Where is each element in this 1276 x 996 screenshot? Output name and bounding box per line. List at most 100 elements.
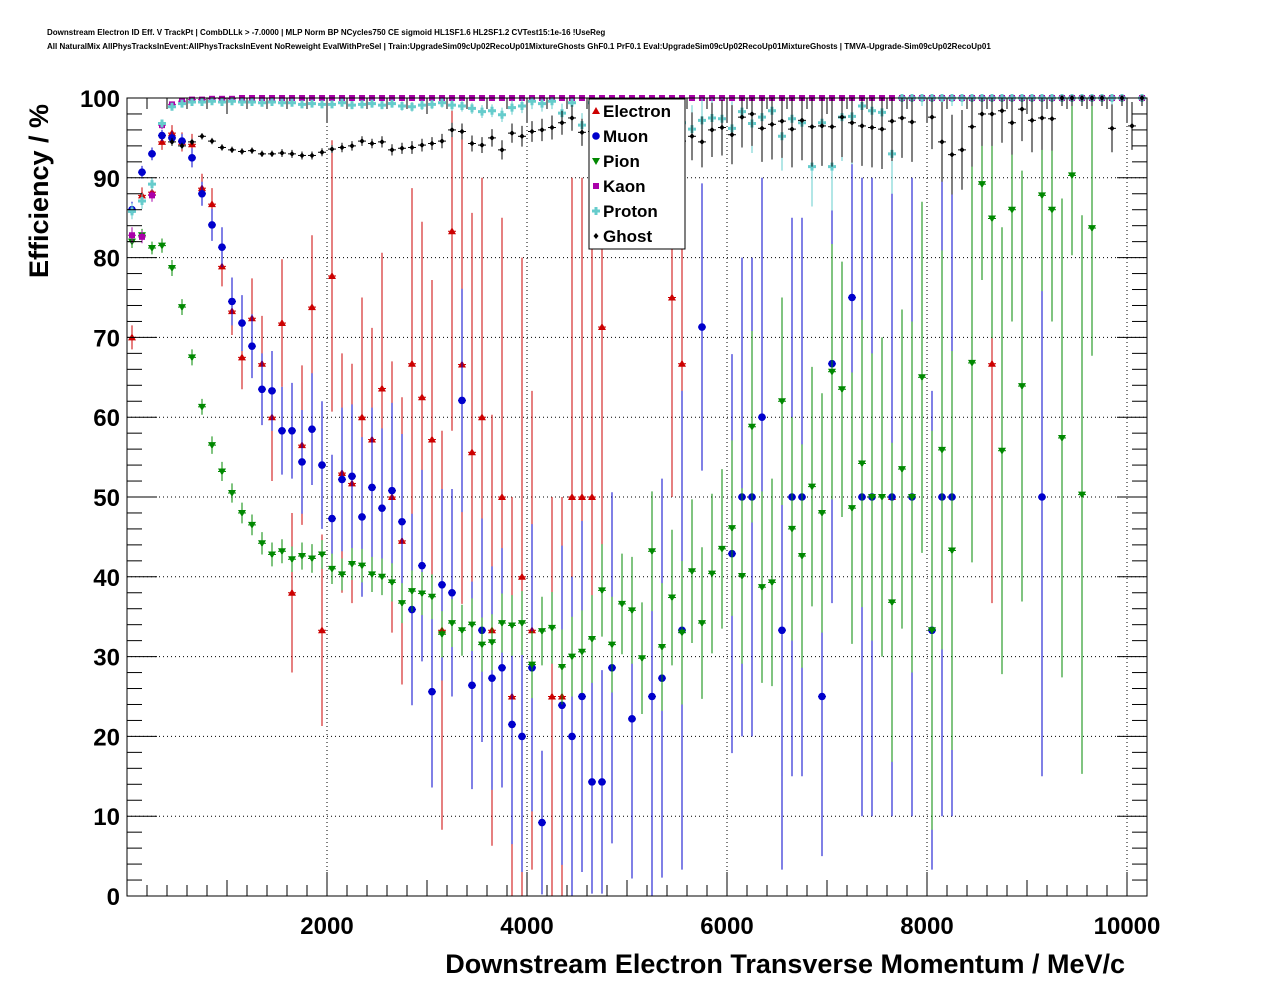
data-point bbox=[208, 200, 216, 208]
data-point bbox=[1029, 117, 1035, 124]
data-point bbox=[418, 101, 426, 110]
data-point bbox=[418, 590, 426, 598]
data-point bbox=[528, 97, 536, 106]
data-point bbox=[708, 570, 716, 578]
data-point bbox=[818, 692, 826, 701]
data-point bbox=[668, 594, 676, 602]
y-tick-label: 40 bbox=[93, 565, 120, 592]
y-tick-label: 70 bbox=[93, 325, 120, 352]
data-point bbox=[678, 359, 686, 367]
data-point bbox=[1008, 206, 1016, 214]
data-point bbox=[759, 125, 765, 132]
data-point bbox=[199, 133, 205, 140]
data-point bbox=[518, 732, 526, 741]
data-point bbox=[598, 323, 606, 331]
data-point bbox=[298, 553, 306, 561]
data-point bbox=[229, 146, 235, 153]
data-point bbox=[548, 692, 556, 700]
plot-header: Downstream Electron ID Eff. V TrackPt | … bbox=[47, 26, 991, 54]
y-tick-label: 60 bbox=[93, 405, 120, 432]
data-point bbox=[559, 119, 565, 126]
x-tick-label: 2000 bbox=[300, 913, 353, 940]
data-point bbox=[308, 99, 316, 108]
legend-marker-electron bbox=[592, 107, 600, 114]
data-point bbox=[569, 114, 575, 121]
data-point bbox=[158, 137, 166, 145]
data-point bbox=[278, 548, 286, 556]
data-point bbox=[209, 138, 215, 145]
data-point bbox=[899, 114, 905, 121]
data-point bbox=[328, 100, 336, 109]
data-point bbox=[1018, 383, 1026, 391]
legend-marker-proton bbox=[592, 207, 600, 215]
data-point bbox=[719, 124, 725, 131]
data-point bbox=[218, 243, 226, 252]
data-point bbox=[328, 271, 336, 279]
data-point bbox=[419, 142, 425, 149]
data-point bbox=[338, 475, 346, 484]
data-point bbox=[618, 600, 626, 608]
data-point bbox=[908, 494, 916, 501]
data-point bbox=[698, 323, 706, 331]
data-point bbox=[539, 126, 545, 133]
data-point bbox=[198, 97, 206, 106]
data-point bbox=[298, 100, 306, 109]
data-point bbox=[168, 102, 176, 111]
data-point bbox=[359, 138, 365, 145]
data-point bbox=[169, 138, 175, 145]
data-point bbox=[378, 504, 386, 512]
data-point bbox=[928, 627, 936, 635]
data-point bbox=[408, 359, 416, 367]
data-point bbox=[358, 562, 366, 570]
data-point bbox=[498, 110, 506, 119]
data-point bbox=[288, 556, 296, 564]
x-tick-label: 8000 bbox=[900, 913, 953, 940]
data-point bbox=[1019, 106, 1025, 113]
legend-box bbox=[588, 98, 686, 250]
data-point bbox=[429, 140, 435, 147]
data-point bbox=[709, 126, 715, 133]
data-point bbox=[279, 150, 285, 157]
data-point bbox=[369, 140, 375, 147]
data-point bbox=[578, 493, 586, 500]
y-axis-title: Efficiency / % bbox=[24, 104, 54, 278]
data-point bbox=[568, 653, 576, 661]
data-point bbox=[779, 118, 785, 125]
legend-label-pion: Pion bbox=[603, 152, 640, 171]
data-point bbox=[388, 486, 396, 495]
data-point bbox=[688, 568, 696, 576]
data-point bbox=[838, 386, 846, 394]
data-point bbox=[308, 303, 316, 311]
data-point bbox=[158, 131, 166, 140]
data-point bbox=[809, 123, 815, 130]
data-point bbox=[519, 133, 525, 140]
data-point bbox=[148, 150, 156, 158]
y-tick-label: 20 bbox=[93, 724, 120, 751]
data-point bbox=[729, 131, 735, 138]
data-point bbox=[158, 242, 166, 250]
data-point bbox=[768, 579, 776, 587]
data-point bbox=[319, 149, 325, 156]
data-point bbox=[568, 98, 576, 107]
axis-ticks bbox=[127, 97, 1148, 897]
data-point bbox=[769, 121, 775, 128]
header-line-2: All NaturalMix AllPhysTracksInEvent:AllP… bbox=[47, 42, 991, 51]
data-point bbox=[588, 636, 596, 644]
grid-lines bbox=[127, 97, 1147, 897]
data-point bbox=[938, 446, 946, 454]
data-point bbox=[439, 138, 445, 145]
data-point bbox=[1048, 206, 1056, 214]
data-point bbox=[1009, 119, 1015, 126]
data-point bbox=[288, 588, 296, 596]
legend-label-proton: Proton bbox=[603, 202, 658, 221]
data-point bbox=[728, 525, 736, 533]
data-point bbox=[698, 620, 706, 628]
data-point bbox=[538, 628, 546, 636]
legend-label-ghost: Ghost bbox=[603, 227, 652, 246]
data-point bbox=[999, 107, 1005, 114]
tick-labels: 0 10 20 30 40 50 60 70 80 90 100 2000 4000 6000 8000 10… bbox=[80, 86, 1160, 940]
data-point bbox=[488, 674, 496, 682]
legend-marker-ghost bbox=[593, 233, 599, 239]
data-point bbox=[318, 626, 326, 634]
data-point bbox=[448, 227, 456, 235]
